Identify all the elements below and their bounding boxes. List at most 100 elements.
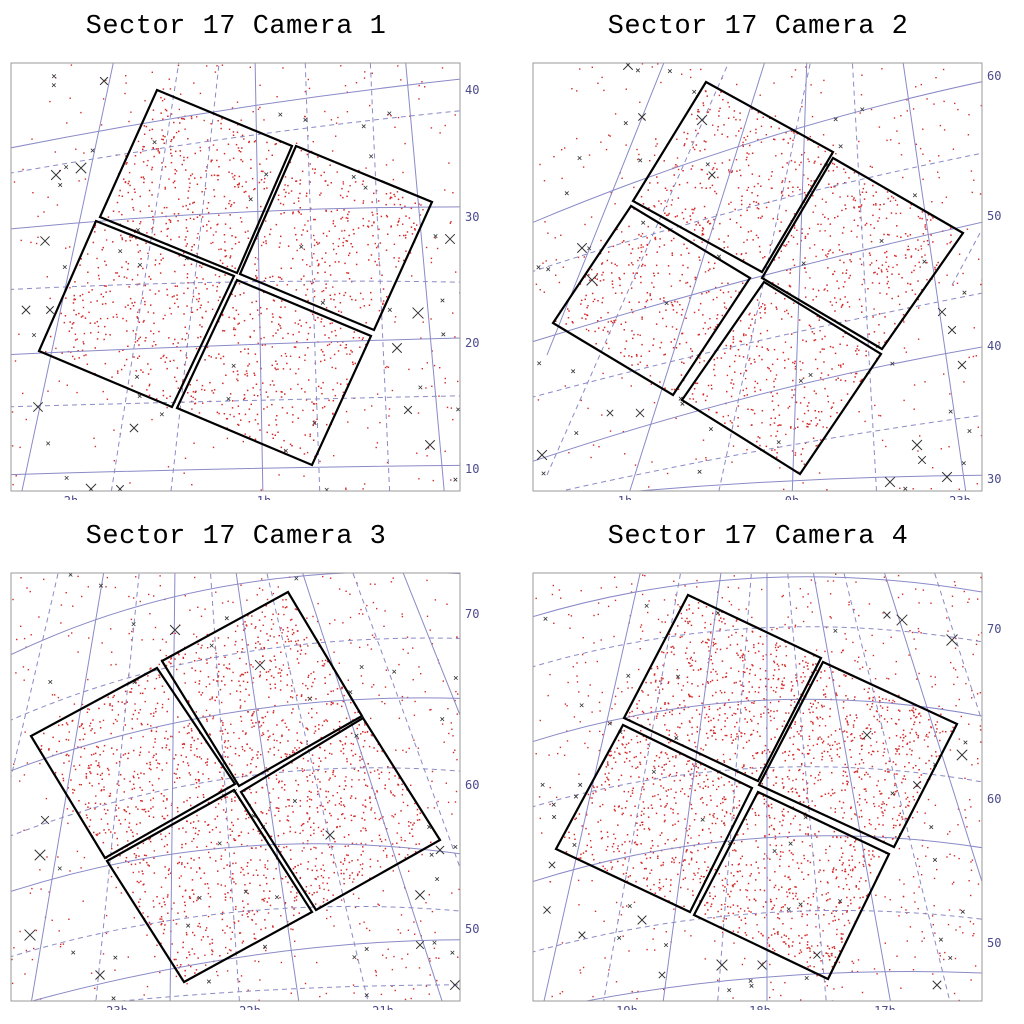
target-star [740, 226, 742, 228]
field-star [329, 577, 332, 579]
target-star [188, 178, 190, 180]
field-star [216, 970, 218, 973]
target-star [91, 728, 93, 730]
field-star [894, 199, 897, 201]
target-star [291, 712, 293, 714]
target-star [166, 851, 169, 853]
target-star [222, 330, 224, 332]
target-star [286, 412, 288, 414]
field-star [671, 326, 674, 328]
field-star [370, 277, 373, 279]
target-star [707, 328, 710, 330]
target-star [132, 713, 135, 716]
target-star [190, 965, 192, 968]
target-star [648, 207, 650, 209]
target-star [340, 383, 342, 385]
bright-star-marker [941, 471, 953, 483]
target-star [398, 257, 400, 259]
field-star [222, 314, 224, 317]
target-star [74, 298, 77, 301]
field-star [280, 961, 283, 964]
field-star [875, 203, 877, 205]
field-star [176, 668, 178, 671]
target-star [821, 249, 824, 251]
field-star [78, 764, 81, 766]
target-star [177, 387, 180, 389]
target-star [231, 830, 233, 832]
target-star [195, 287, 197, 289]
field-star [29, 590, 31, 593]
target-star [244, 397, 246, 399]
field-star [98, 278, 100, 280]
field-star [272, 926, 274, 928]
field-star [86, 711, 89, 713]
target-star [291, 421, 294, 423]
bright-star-marker [363, 185, 368, 190]
target-star [149, 837, 151, 840]
field-star [128, 171, 131, 174]
target-star [280, 675, 282, 677]
target-star [398, 853, 400, 856]
target-star [73, 309, 75, 312]
target-star [789, 285, 792, 288]
bright-star-marker [705, 162, 710, 167]
target-star [394, 813, 396, 816]
field-star [362, 488, 364, 490]
target-star [220, 855, 223, 857]
target-star [71, 327, 73, 329]
field-star [325, 307, 328, 309]
target-star [644, 264, 646, 267]
target-star [816, 423, 819, 425]
field-star [262, 717, 264, 719]
target-star [151, 118, 154, 121]
target-star [81, 349, 84, 352]
target-star [681, 211, 684, 214]
field-star [168, 78, 170, 80]
field-star [760, 141, 763, 143]
target-star [251, 715, 253, 717]
field-star [943, 100, 945, 103]
target-star [756, 118, 759, 120]
field-star [424, 86, 426, 88]
target-star [172, 343, 174, 345]
bright-star-marker [320, 300, 325, 305]
target-star [287, 799, 289, 801]
field-star [350, 742, 352, 745]
target-star [730, 395, 733, 398]
target-star [700, 168, 703, 171]
field-star [196, 116, 198, 118]
field-star [165, 654, 167, 657]
target-star [166, 235, 169, 237]
field-star [839, 196, 841, 198]
target-star [178, 777, 181, 779]
target-star [411, 828, 413, 830]
target-star [362, 745, 365, 748]
target-star [313, 403, 315, 405]
target-star [722, 291, 725, 294]
target-star [320, 349, 323, 351]
field-star [587, 305, 589, 307]
field-star [333, 651, 335, 653]
target-star [602, 297, 604, 299]
target-star [277, 198, 280, 201]
bright-star-marker [911, 439, 923, 451]
target-star [336, 209, 338, 211]
target-star [127, 262, 130, 265]
target-star [640, 244, 643, 246]
target-star [588, 274, 590, 276]
target-star [287, 881, 289, 884]
target-star [232, 131, 235, 133]
target-star [277, 613, 280, 615]
field-star [660, 203, 662, 205]
field-star [345, 487, 347, 489]
target-star [97, 746, 99, 749]
target-star [140, 176, 143, 179]
target-star [255, 721, 257, 724]
field-star [345, 776, 347, 778]
target-star [284, 450, 286, 452]
field-star [358, 337, 360, 339]
field-star [452, 192, 454, 194]
field-star [276, 284, 278, 286]
target-star [691, 113, 693, 116]
target-star [127, 220, 129, 222]
